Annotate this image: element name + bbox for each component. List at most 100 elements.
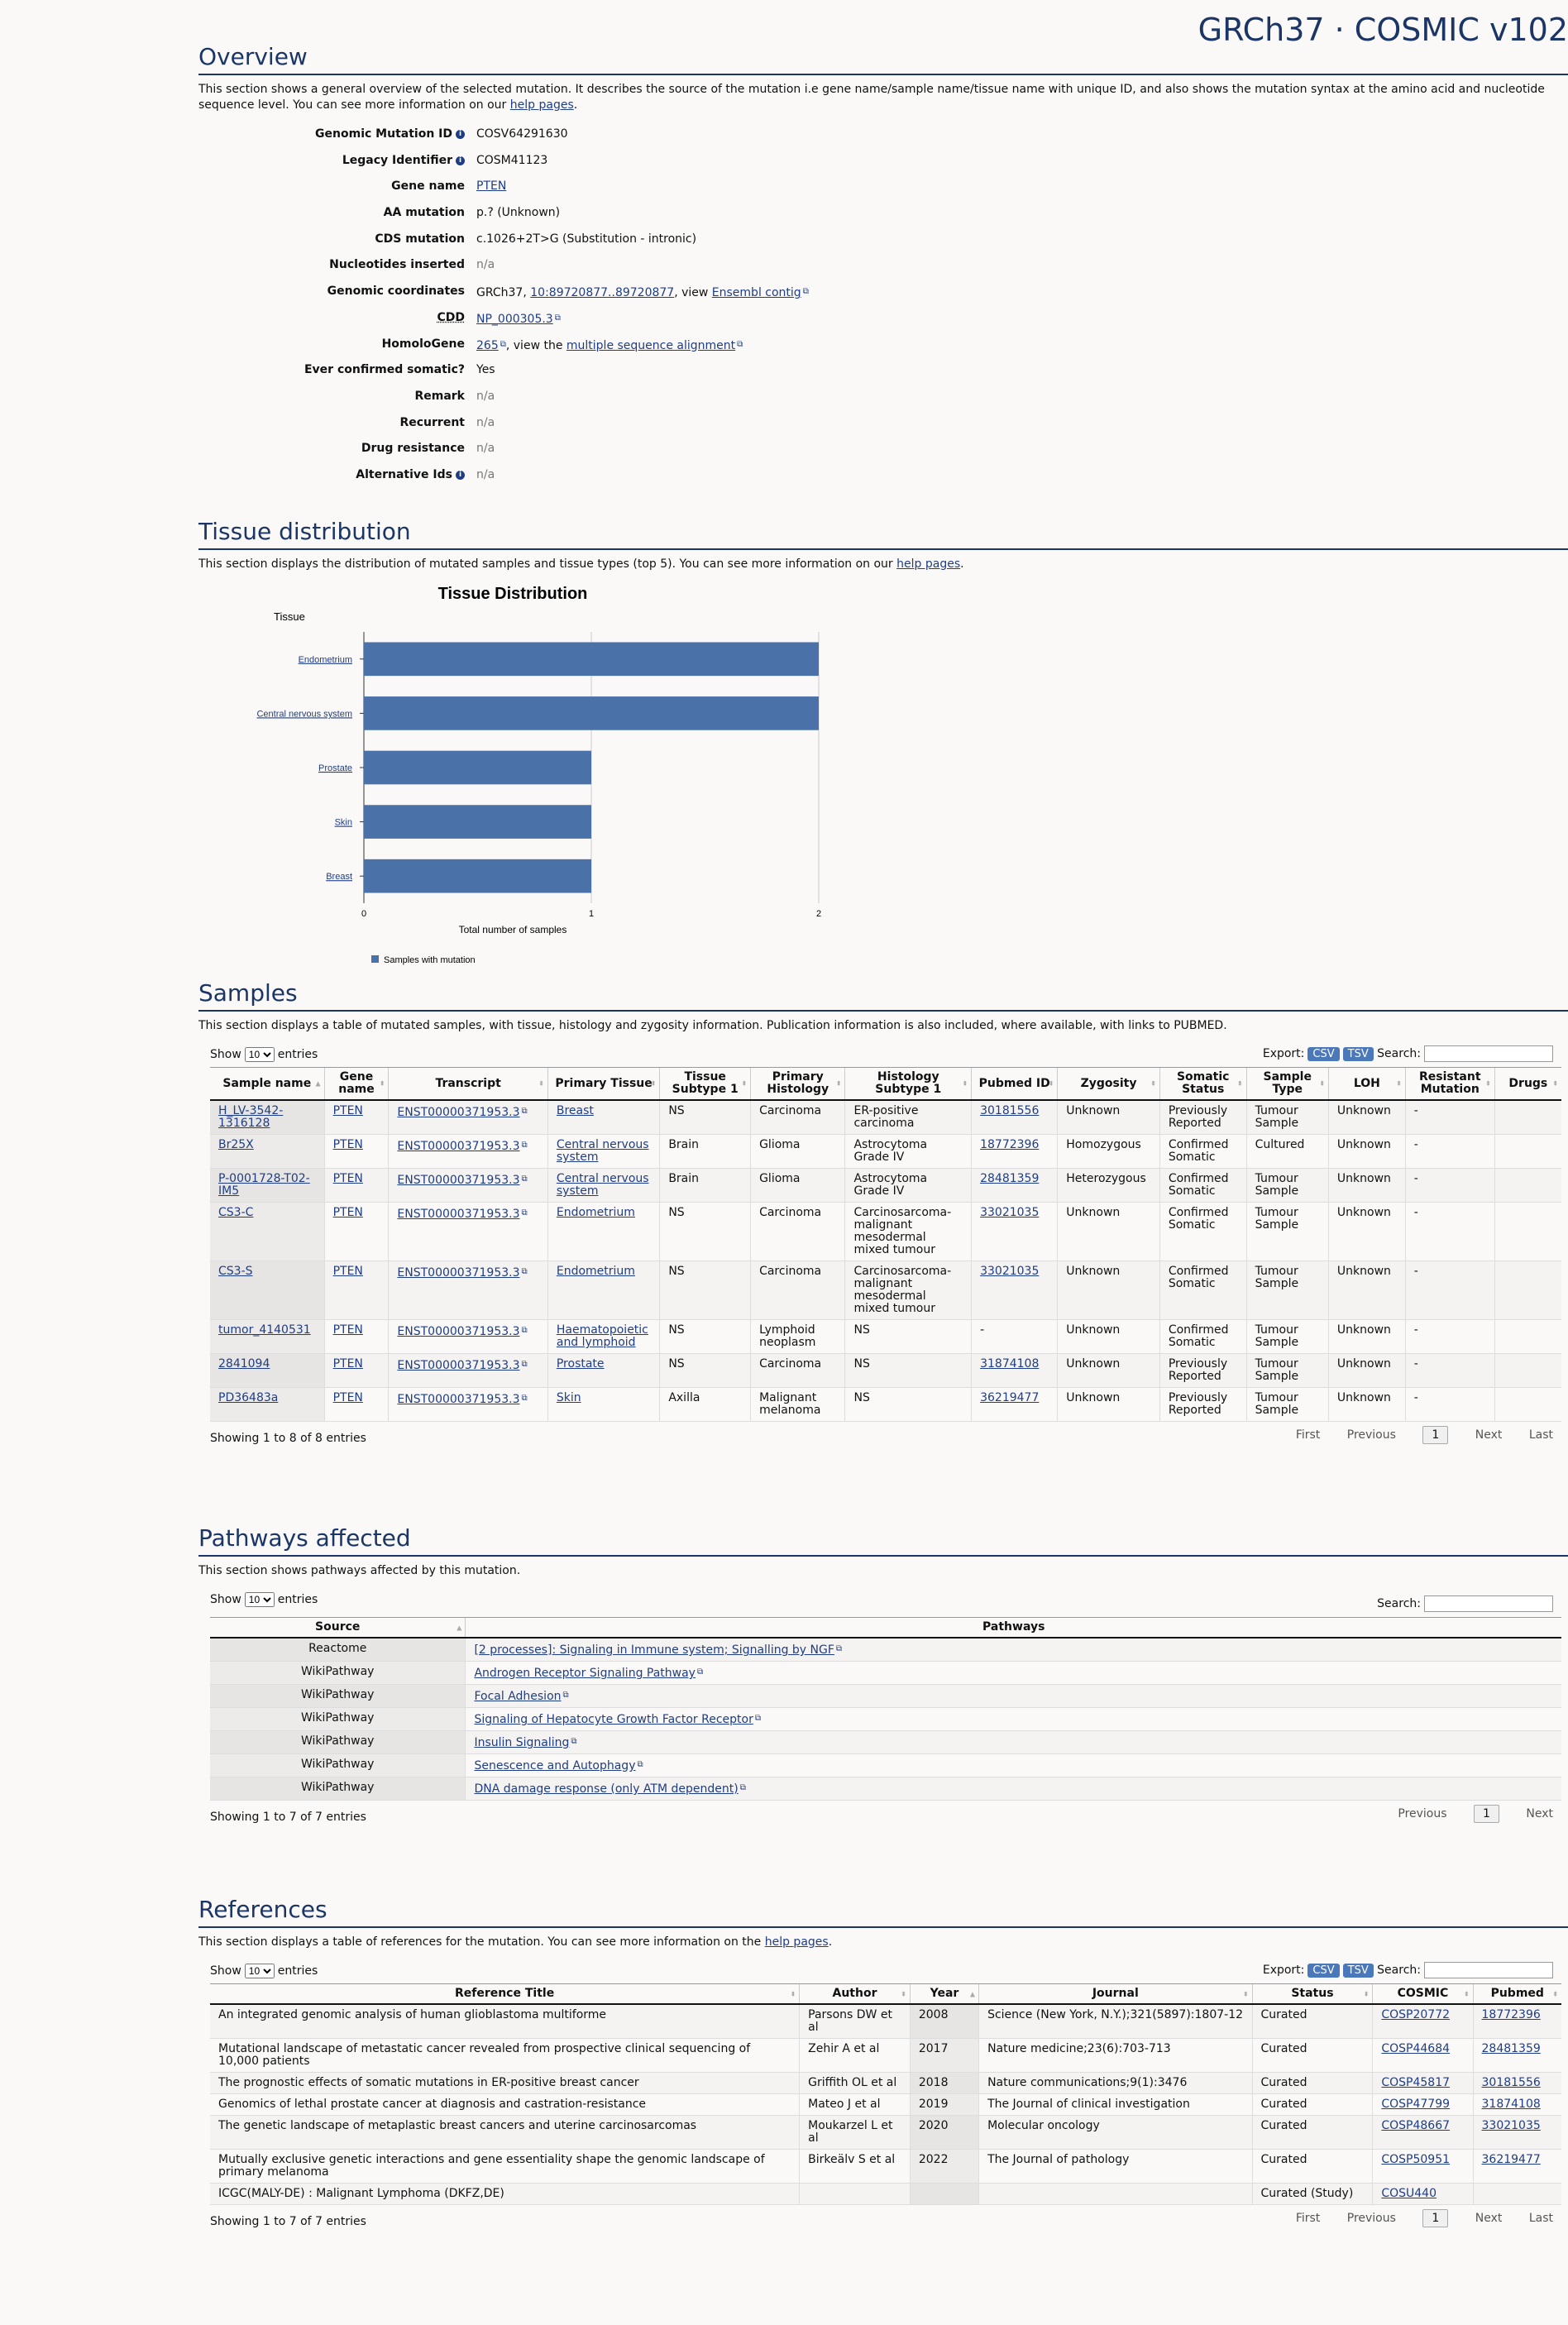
table-cell-link[interactable]: COSP44684	[1381, 2042, 1451, 2055]
chart-category-link[interactable]: Central nervous system	[256, 709, 352, 719]
current-page-button[interactable]: 1	[1422, 1426, 1449, 1444]
table-cell-link[interactable]: 28481359	[1481, 2042, 1541, 2055]
pathway-link[interactable]: Signaling of Hepatocyte Growth Factor Re…	[474, 1713, 753, 1726]
samples-column-header[interactable]: Drugs ⬍	[1494, 1067, 1561, 1101]
table-cell-link[interactable]: Endometrium	[556, 1265, 635, 1278]
table-cell-link[interactable]: Central nervous system	[556, 1172, 649, 1198]
last-page-button[interactable]: Last	[1528, 2212, 1553, 2225]
chart-category-link[interactable]: Skin	[335, 818, 352, 828]
chart-category-link[interactable]: Prostate	[318, 763, 352, 773]
table-cell-link[interactable]: Central nervous system	[556, 1138, 649, 1164]
references-column-header[interactable]: Reference Title ⬍	[210, 1983, 800, 2005]
table-cell-link[interactable]: PTEN	[332, 1265, 363, 1278]
pathway-link[interactable]: Androgen Receptor Signaling Pathway	[474, 1667, 696, 1680]
table-cell-link[interactable]: COSP50951	[1381, 2153, 1451, 2166]
table-cell-link[interactable]: 2841094	[218, 1357, 270, 1371]
table-cell-link[interactable]: 18772396	[980, 1138, 1040, 1151]
table-cell-link[interactable]: ENST00000371953.3	[397, 1393, 520, 1406]
chart-bar[interactable]	[364, 859, 591, 893]
table-cell-link[interactable]: COSU440	[1381, 2187, 1437, 2200]
references-column-header[interactable]: Year ▲	[909, 1983, 979, 2005]
table-cell-link[interactable]: 30181556	[1481, 2076, 1541, 2089]
tissue-help-link[interactable]: help pages	[896, 557, 961, 571]
references-column-header[interactable]: COSMIC ⬍	[1372, 1983, 1474, 2005]
current-page-button[interactable]: 1	[1474, 1805, 1499, 1823]
info-icon[interactable]: i	[456, 155, 465, 165]
pathway-link[interactable]: Focal Adhesion	[474, 1690, 562, 1703]
chart-category-link[interactable]: Breast	[326, 872, 352, 882]
cdd-link[interactable]: NP_000305.3	[476, 312, 553, 326]
table-cell-link[interactable]: 31874108	[980, 1357, 1040, 1371]
samples-column-header[interactable]: Primary Tissue ⬍	[547, 1067, 660, 1101]
table-cell-link[interactable]: ENST00000371953.3	[397, 1325, 520, 1338]
samples-column-header[interactable]: Sample Type ⬍	[1245, 1067, 1329, 1101]
pathways-column-header[interactable]: Pathways	[465, 1617, 1561, 1639]
table-cell-link[interactable]: 33021035	[1481, 2119, 1541, 2132]
references-help-link[interactable]: help pages	[764, 1935, 829, 1949]
table-cell-link[interactable]: PTEN	[332, 1104, 363, 1117]
samples-tsv-button[interactable]: TSV	[1342, 1047, 1374, 1061]
table-cell-link[interactable]: ENST00000371953.3	[397, 1359, 520, 1372]
current-page-button[interactable]: 1	[1422, 2209, 1449, 2227]
first-page-button[interactable]: First	[1295, 2212, 1321, 2225]
table-cell-link[interactable]: 33021035	[980, 1265, 1040, 1278]
samples-column-header[interactable]: Somatic Status ⬍	[1159, 1067, 1247, 1101]
references-column-header[interactable]: Author ⬍	[799, 1983, 911, 2005]
pathways-search-input[interactable]	[1424, 1595, 1553, 1612]
table-cell-link[interactable]: PD36483a	[218, 1391, 279, 1404]
info-icon[interactable]: i	[456, 470, 465, 480]
references-page-size-select[interactable]: 10	[244, 1964, 275, 1978]
overview-help-link[interactable]: help pages	[509, 98, 574, 112]
previous-page-button[interactable]: Previous	[1398, 1807, 1447, 1820]
table-cell-link[interactable]: 18772396	[1481, 2008, 1541, 2021]
chart-bar[interactable]	[364, 696, 819, 730]
table-cell-link[interactable]: P-0001728-T02-IM5	[218, 1172, 310, 1198]
table-cell-link[interactable]: 33021035	[980, 1206, 1040, 1219]
table-cell-link[interactable]: ENST00000371953.3	[397, 1174, 520, 1187]
samples-column-header[interactable]: LOH ⬍	[1327, 1067, 1406, 1101]
table-cell-link[interactable]: Breast	[556, 1104, 594, 1117]
chart-bar[interactable]	[364, 642, 819, 677]
table-cell-link[interactable]: PTEN	[332, 1391, 363, 1404]
table-cell-link[interactable]: ENST00000371953.3	[397, 1266, 520, 1280]
table-cell-link[interactable]: COSP45817	[1381, 2076, 1451, 2089]
table-cell-link[interactable]: Prostate	[556, 1357, 605, 1371]
samples-search-input[interactable]	[1424, 1045, 1553, 1062]
samples-column-header[interactable]: Histology Subtype 1 ⬍	[844, 1067, 972, 1101]
table-cell-link[interactable]: CS3-C	[218, 1206, 254, 1219]
table-cell-link[interactable]: Haematopoietic and lymphoid	[556, 1323, 648, 1349]
table-cell-link[interactable]: Skin	[556, 1391, 581, 1404]
table-cell-link[interactable]: 28481359	[980, 1172, 1040, 1185]
table-cell-link[interactable]: ENST00000371953.3	[397, 1140, 520, 1153]
samples-page-size-select[interactable]: 10	[244, 1047, 275, 1062]
last-page-button[interactable]: Last	[1528, 1428, 1553, 1442]
references-tsv-button[interactable]: TSV	[1342, 1964, 1374, 1978]
samples-column-header[interactable]: Tissue Subtype 1 ⬍	[659, 1067, 751, 1101]
chart-category-link[interactable]: Endometrium	[299, 655, 352, 665]
table-cell-link[interactable]: PTEN	[332, 1323, 363, 1337]
table-cell-link[interactable]: ENST00000371953.3	[397, 1208, 520, 1221]
pathways-page-size-select[interactable]: 10	[244, 1592, 275, 1607]
pathway-link[interactable]: Insulin Signaling	[474, 1736, 570, 1749]
next-page-button[interactable]: Next	[1475, 1428, 1503, 1442]
table-cell-link[interactable]: 30181556	[980, 1104, 1040, 1117]
table-cell-link[interactable]: PTEN	[332, 1172, 363, 1185]
ensembl-contig-link[interactable]: Ensembl contig	[711, 286, 801, 300]
info-icon[interactable]: i	[456, 130, 465, 139]
samples-column-header[interactable]: Primary Histology ⬍	[750, 1067, 845, 1101]
first-page-button[interactable]: First	[1295, 1428, 1321, 1442]
table-cell-link[interactable]: Br25X	[218, 1138, 254, 1151]
samples-column-header[interactable]: Gene name ⬍	[323, 1067, 389, 1101]
table-cell-link[interactable]: Endometrium	[556, 1206, 635, 1219]
pathway-link[interactable]: [2 processes]: Signaling in Immune syste…	[474, 1643, 834, 1657]
samples-column-header[interactable]: Sample name ▲	[210, 1067, 325, 1101]
table-cell-link[interactable]: PTEN	[332, 1357, 363, 1371]
references-column-header[interactable]: Journal ⬍	[978, 1983, 1253, 2005]
references-search-input[interactable]	[1424, 1962, 1553, 1978]
samples-csv-button[interactable]: CSV	[1307, 1047, 1340, 1061]
table-cell-link[interactable]: tumor_4140531	[218, 1323, 311, 1337]
table-cell-link[interactable]: ENST00000371953.3	[397, 1106, 520, 1119]
homologene-link[interactable]: 265	[476, 338, 499, 352]
samples-column-header[interactable]: Zygosity ⬍	[1057, 1067, 1160, 1101]
table-cell-link[interactable]: COSP20772	[1381, 2008, 1451, 2021]
